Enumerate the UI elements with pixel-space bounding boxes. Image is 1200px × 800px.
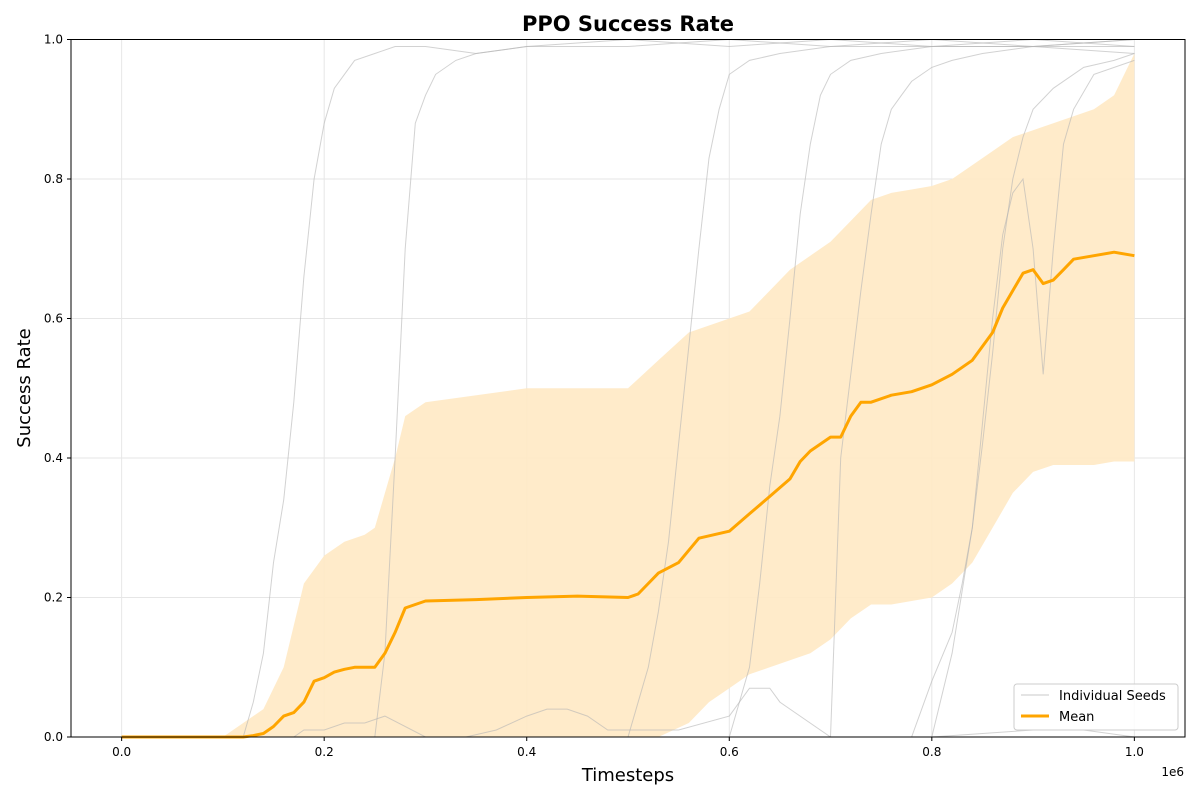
seed-line-2 — [121, 38, 1135, 738]
seed-line-6 — [121, 59, 1135, 738]
band-layer — [121, 53, 1135, 737]
seeds-layer — [121, 38, 1135, 738]
seed-line-7 — [121, 687, 1135, 738]
y-tick-label-2: 0.4 — [44, 451, 63, 465]
y-tick-label-1: 0.2 — [44, 591, 63, 605]
y-tick-label-0: 0.0 — [44, 730, 63, 744]
mean-layer — [121, 250, 1135, 739]
x-tick-label-3: 0.6 — [720, 745, 739, 759]
seed-line-3 — [121, 39, 1135, 738]
chart-title: PPO Success Rate — [522, 12, 734, 36]
y-axis-ticks: 0.0 0.2 0.4 0.6 0.8 1.0 — [44, 33, 71, 744]
std-band — [121, 53, 1135, 737]
x-tick-label-5: 1.0 — [1125, 745, 1144, 759]
y-axis-title: Success Rate — [14, 328, 35, 447]
x-tick-label-2: 0.4 — [517, 745, 536, 759]
legend: Individual Seeds Mean — [1013, 683, 1179, 731]
legend-label-individual-seeds: Individual Seeds — [1059, 689, 1166, 704]
x-tick-label-4: 0.8 — [922, 745, 941, 759]
y-tick-label-4: 0.8 — [44, 172, 63, 186]
legend-box — [1013, 683, 1179, 731]
plot-frame — [70, 39, 1186, 738]
seed-line-5 — [121, 53, 1135, 738]
mean-line — [121, 250, 1135, 739]
x-axis-title: Timesteps — [581, 765, 674, 786]
x-axis-offset-label: 1e6 — [1161, 765, 1184, 779]
x-tick-label-1: 0.2 — [315, 745, 334, 759]
seed-line-0 — [121, 38, 1135, 738]
y-tick-label-5: 1.0 — [44, 33, 63, 47]
seed-line-1 — [121, 38, 1135, 738]
legend-label-mean: Mean — [1059, 710, 1094, 725]
x-axis-ticks: 0.0 0.2 0.4 0.6 0.8 1.0 — [112, 737, 1144, 759]
x-tick-label-0: 0.0 — [112, 745, 131, 759]
y-tick-label-3: 0.6 — [44, 312, 63, 326]
